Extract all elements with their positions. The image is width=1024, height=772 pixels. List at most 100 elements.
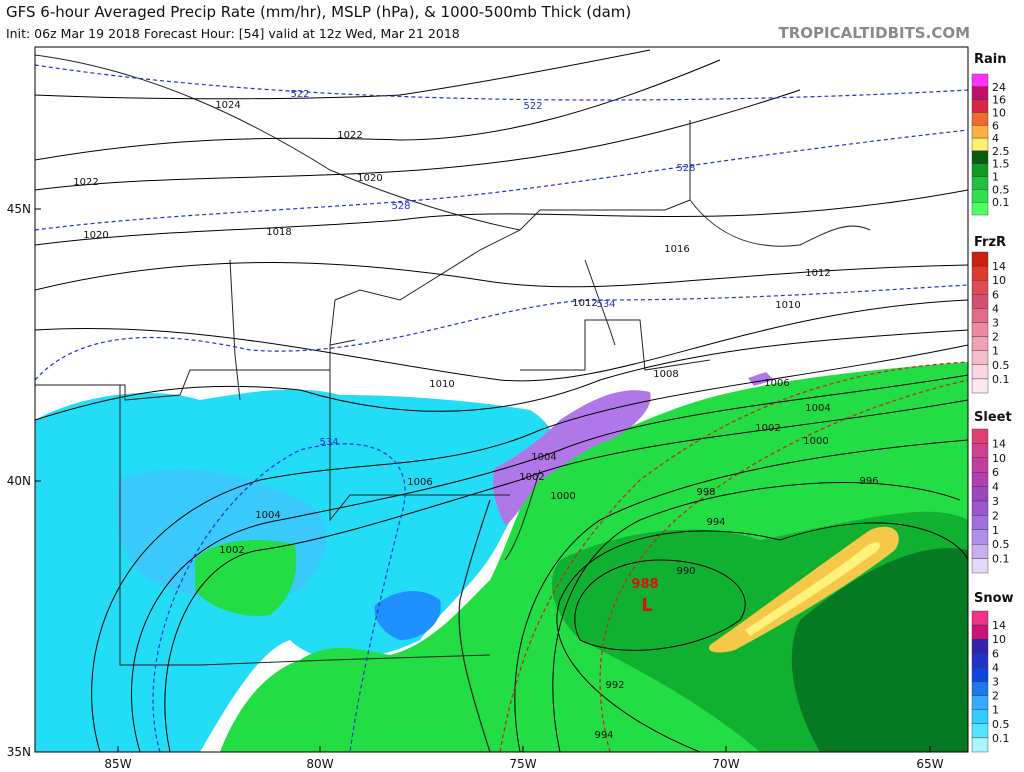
legend-label: 1 xyxy=(992,171,999,184)
isobar-label: 1002 xyxy=(519,472,544,483)
legend-swatch xyxy=(971,265,989,281)
legend-label: 3 xyxy=(992,495,999,508)
isobar-label: 996 xyxy=(859,476,878,487)
legend-label: 0.1 xyxy=(992,373,1010,386)
lon-label: 75W xyxy=(509,757,536,771)
legend-label: 4 xyxy=(992,302,999,315)
legend-swatch xyxy=(971,681,989,696)
legend-swatch xyxy=(971,624,989,640)
isobar-label: 1018 xyxy=(266,227,291,238)
legend-label: 3 xyxy=(992,317,999,330)
isobar-label: 1004 xyxy=(531,452,556,463)
legend-label: 24 xyxy=(992,81,1006,94)
legend-label: 0.5 xyxy=(992,538,1010,551)
legend-swatch xyxy=(971,709,989,725)
legend-label: 2 xyxy=(992,331,999,344)
legend-swatch xyxy=(971,723,989,739)
legend-swatch xyxy=(971,639,989,654)
isobar-label: 994 xyxy=(594,730,613,741)
isobar-label: 1010 xyxy=(775,300,800,311)
legend-label: 1 xyxy=(992,345,999,358)
legend-swatch xyxy=(971,150,989,164)
thickness-label: 522 xyxy=(523,101,542,112)
thickness-warm xyxy=(499,361,968,752)
lon-label: 80W xyxy=(306,757,333,771)
legend-swatch xyxy=(971,125,989,139)
legend-label: 0.5 xyxy=(992,718,1010,731)
low-symbol: L xyxy=(641,595,652,616)
isobar-label: 1024 xyxy=(215,100,240,111)
isobar-label: 1012 xyxy=(805,268,830,279)
legend: Rain241610642.51.510.50.1FrzR1410643210.… xyxy=(971,52,1014,753)
isobar-label: 1002 xyxy=(755,423,780,434)
isobar-label: 1020 xyxy=(83,230,108,241)
legend-label: 10 xyxy=(992,633,1006,646)
rain-west xyxy=(195,540,297,616)
legend-swatch xyxy=(971,280,989,295)
legend-title: Sleet xyxy=(974,410,1012,425)
thickness-label: 534 xyxy=(319,437,338,448)
legend-swatch xyxy=(971,457,989,473)
low-pressure: 988 xyxy=(631,577,658,592)
legend-label: 6 xyxy=(992,647,999,660)
isobar-label: 992 xyxy=(605,680,624,691)
legend-title: Snow xyxy=(974,591,1014,606)
legend-label: 4 xyxy=(992,481,999,494)
legend-title: FrzR xyxy=(974,235,1006,250)
thickness-lines xyxy=(35,64,968,752)
legend-label: 10 xyxy=(992,452,1006,465)
legend-label: 1.5 xyxy=(992,158,1010,171)
legend-swatch xyxy=(971,558,989,574)
isobar-label: 1010 xyxy=(429,379,454,390)
legend-swatch xyxy=(971,322,989,337)
legend-swatch xyxy=(971,86,989,100)
legend-swatch xyxy=(971,336,989,351)
thickness-label: 528 xyxy=(391,201,410,212)
lon-label: 85W xyxy=(104,757,131,771)
isobar-label: 998 xyxy=(696,487,715,498)
isobar-label: 1000 xyxy=(550,491,575,502)
legend-swatch xyxy=(971,500,989,516)
legend-swatch xyxy=(971,544,989,559)
legend-swatch xyxy=(971,73,989,88)
legend-swatch xyxy=(971,443,989,458)
map-labels: 1024 1022 1022 1020 1020 1018 1016 1012 1012 1010… xyxy=(73,89,878,741)
thickness-label: 522 xyxy=(290,89,309,100)
isobar-label: 1006 xyxy=(407,477,432,488)
legend-label: 1 xyxy=(992,524,999,537)
legend-label: 1 xyxy=(992,704,999,717)
map-frame xyxy=(34,46,969,753)
legend-label: 6 xyxy=(992,119,999,132)
legend-swatch xyxy=(971,364,989,380)
legend-label: 0.1 xyxy=(992,732,1010,745)
legend-swatch xyxy=(971,350,989,366)
legend-label: 3 xyxy=(992,676,999,689)
legend-swatch xyxy=(971,294,989,309)
lon-label: 65W xyxy=(916,757,943,771)
legend-label: 0.5 xyxy=(992,359,1010,372)
legend-label: 0.1 xyxy=(992,553,1010,566)
thickness-label: 528 xyxy=(676,163,695,174)
legend-swatch xyxy=(971,667,989,682)
legend-swatch xyxy=(971,737,989,753)
legend-swatch xyxy=(971,529,989,545)
lat-label: 45N xyxy=(7,202,31,216)
isobar-label: 1002 xyxy=(219,545,244,556)
legend-label: 0.1 xyxy=(992,196,1010,209)
isobar-label: 1004 xyxy=(255,510,280,521)
legend-swatch xyxy=(971,201,989,216)
legend-swatch xyxy=(971,176,989,190)
thickness-label: 534 xyxy=(596,299,615,310)
isobar-label: 990 xyxy=(676,566,695,577)
legend-label: 14 xyxy=(992,437,1006,450)
legend-label: 2 xyxy=(992,690,999,703)
isobar-label: 1012 xyxy=(572,298,597,309)
map: 1024 1022 1022 1020 1020 1018 1016 1012 1012 1010… xyxy=(35,47,968,752)
legend-label: 2.5 xyxy=(992,145,1010,158)
isobar-label: 1020 xyxy=(357,173,382,184)
legend-label: 14 xyxy=(992,260,1006,273)
legend-label: 0.5 xyxy=(992,183,1010,196)
subtitle: Init: 06z Mar 19 2018 Forecast Hour: [54… xyxy=(6,26,460,41)
